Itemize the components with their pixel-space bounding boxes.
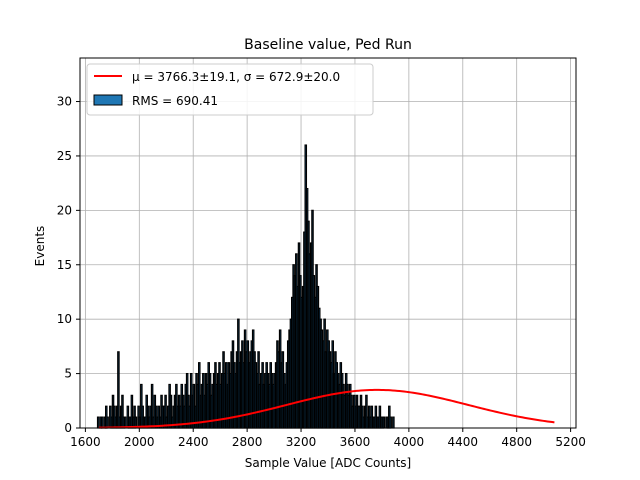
histogram-bars [96, 144, 395, 429]
x-tick-label: 2400 [178, 435, 209, 449]
x-tick-label: 2800 [232, 435, 263, 449]
histogram-bar [100, 416, 104, 429]
histogram-bar [382, 416, 386, 429]
x-tick-label: 4000 [394, 435, 425, 449]
histogram-bar [96, 416, 100, 429]
x-ticks: 1600 2000 2400 2800 3200 3600 4000 4400 4800 5200 [70, 428, 586, 449]
x-axis-label: Sample Value [ADC Counts] [245, 456, 411, 470]
y-tick-label: 20 [57, 203, 72, 217]
y-tick-label: 5 [64, 367, 72, 381]
y-tick-label: 25 [57, 149, 72, 163]
y-tick-label: 30 [57, 95, 72, 109]
gaussian-fit-curve [98, 388, 555, 429]
x-tick-label: 5200 [555, 435, 586, 449]
histogram-bar [389, 416, 392, 429]
histogram-bar [392, 416, 395, 429]
legend-hist-swatch [93, 94, 123, 106]
y-tick-label: 15 [57, 258, 72, 272]
legend-fit-label: μ = 3766.3±19.1, σ = 672.9±20.0 [132, 70, 340, 84]
chart-title: Baseline value, Ped Run [244, 37, 412, 53]
y-tick-label: 0 [64, 421, 72, 435]
x-tick-label: 3200 [286, 435, 317, 449]
x-tick-label: 4800 [501, 435, 532, 449]
legend-box [86, 63, 374, 116]
y-axis-label: Events [33, 226, 47, 267]
x-tick-label: 4400 [448, 435, 479, 449]
y-ticks: 0 5 10 15 20 25 30 [57, 95, 80, 435]
legend: μ = 3766.3±19.1, σ = 672.9±20.0 RMS = 69… [86, 63, 374, 116]
y-tick-label: 10 [57, 312, 72, 326]
fit-curve-layer [98, 388, 555, 429]
x-tick-label: 1600 [70, 435, 101, 449]
histogram-bar [106, 416, 109, 429]
plot-frame [79, 57, 577, 429]
x-tick-label: 2000 [124, 435, 155, 449]
x-tick-label: 3600 [340, 435, 371, 449]
legend-hist-label: RMS = 690.41 [132, 94, 218, 108]
